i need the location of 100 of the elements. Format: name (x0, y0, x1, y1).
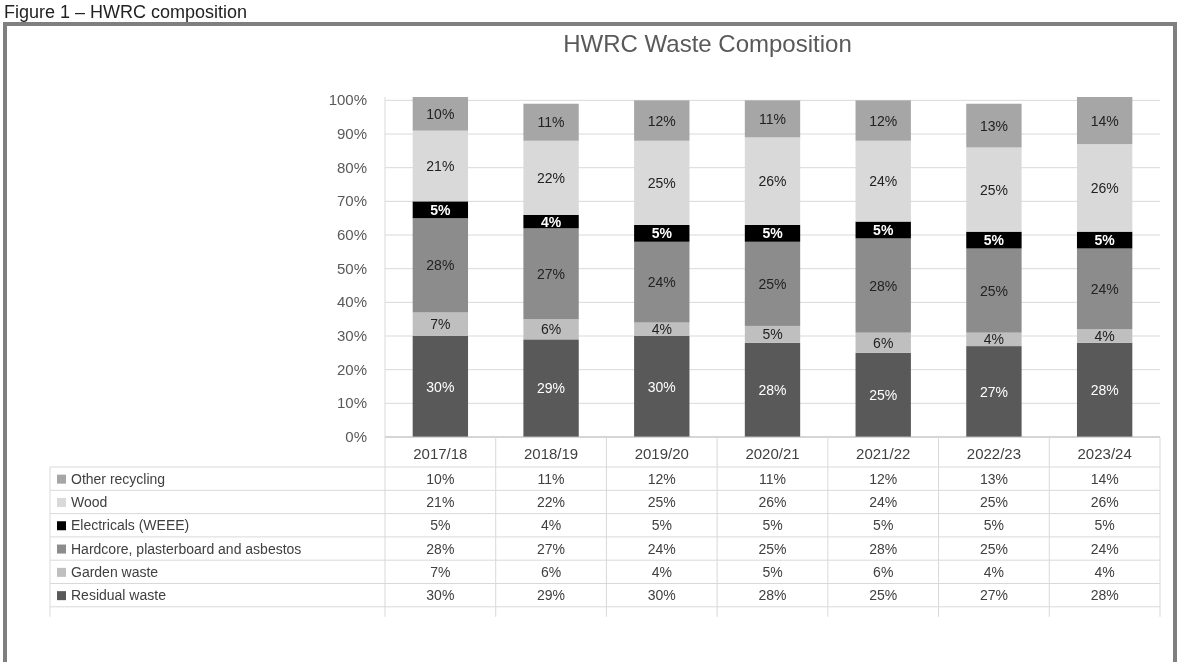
text: 5% (983, 232, 1005, 249)
data-label: 25% (758, 540, 787, 557)
data-label: 5% (762, 517, 783, 534)
legend-label: Garden waste (71, 563, 159, 580)
data-label: 30% (426, 587, 455, 604)
data-label: 5% (1094, 517, 1115, 534)
data-label: 25% (647, 493, 676, 510)
y-tick-label: 60% (336, 226, 367, 244)
text: 25% (979, 282, 1008, 299)
bar (966, 248, 1022, 333)
text: 24% (1090, 280, 1119, 297)
y-tick-label: 0% (345, 428, 367, 445)
data-label: 25% (869, 587, 898, 604)
data-label: 7% (430, 563, 451, 580)
data-label: 27% (979, 587, 1008, 604)
data-label: 26% (1090, 493, 1119, 510)
text: 30% (647, 378, 676, 395)
data-label: 27% (537, 540, 566, 557)
text: 28% (1090, 381, 1119, 398)
data-label: 25% (979, 540, 1008, 557)
text: 6% (873, 334, 894, 351)
x-tick-label: 2023/24 (1077, 445, 1132, 462)
x-tick-label: 2021/22 (856, 445, 911, 462)
text: 4% (540, 213, 562, 230)
data-label: 5% (762, 563, 783, 580)
y-tick-label: 90% (336, 125, 367, 143)
data-label: 11% (537, 470, 565, 487)
text: 28% (758, 381, 787, 398)
text: 11% (759, 110, 786, 127)
text: 5% (651, 225, 672, 242)
bar (1076, 97, 1133, 145)
text: 22% (537, 169, 566, 186)
y-tick-label: 40% (336, 293, 367, 311)
bar (523, 103, 579, 141)
data-label: 28% (426, 540, 455, 557)
data-label: 5% (983, 517, 1005, 534)
text: 6% (540, 321, 562, 338)
data-label: 22% (537, 493, 566, 510)
bar (855, 238, 911, 333)
text: 5% (430, 201, 451, 218)
data-label: 4% (540, 517, 562, 534)
data-label: 4% (1094, 563, 1115, 580)
text: 26% (758, 173, 787, 190)
bar (744, 342, 801, 437)
text: 30% (426, 378, 455, 395)
data-label: 21% (426, 493, 455, 510)
data-label: 12% (647, 470, 676, 487)
text: 26% (1090, 179, 1119, 196)
data-label: 28% (758, 587, 787, 604)
x-tick-label: 2022/23 (966, 445, 1022, 462)
bar (1076, 248, 1133, 330)
data-label: 24% (647, 540, 676, 557)
text: 4% (983, 331, 1005, 348)
y-tick-label: 50% (336, 259, 367, 277)
bar (966, 103, 1022, 148)
text: 24% (647, 274, 676, 291)
text: 5% (762, 326, 783, 343)
text: 24% (869, 173, 898, 190)
bar (523, 228, 579, 320)
data-label: 10% (426, 470, 455, 487)
data-label: 6% (540, 563, 562, 580)
x-tick-label: 2018/19 (523, 445, 579, 462)
data-label: 24% (869, 493, 898, 510)
text: 5% (873, 221, 894, 238)
x-tick-label: 2020/21 (745, 445, 800, 462)
data-label: 28% (1090, 587, 1119, 604)
legend-label: Residual waste (71, 587, 167, 604)
bar (634, 241, 690, 323)
text: 25% (647, 174, 676, 191)
text: 7% (430, 316, 451, 333)
bar (412, 336, 469, 437)
text: 27% (537, 265, 566, 282)
bar (966, 346, 1022, 437)
data-label: 14% (1090, 470, 1119, 487)
y-tick-label: 30% (336, 327, 367, 345)
text: 5% (1094, 232, 1115, 249)
bar (744, 241, 801, 326)
text: 12% (869, 112, 898, 129)
bar (523, 339, 579, 437)
text: 13% (979, 117, 1008, 134)
data-label: 29% (537, 587, 566, 604)
text: 28% (426, 257, 455, 274)
text: 25% (758, 275, 787, 292)
bar (412, 218, 469, 313)
text: 14% (1090, 112, 1119, 129)
legend-label: Wood (71, 493, 108, 510)
y-tick-label: 20% (336, 360, 367, 378)
text: 12% (647, 112, 676, 129)
data-label: 30% (647, 587, 676, 604)
bar (412, 312, 469, 337)
data-label: 4% (651, 563, 672, 580)
data-label: 24% (1090, 540, 1119, 557)
data-label: 26% (758, 493, 787, 510)
bar (1076, 342, 1133, 437)
data-label: 12% (869, 470, 898, 487)
x-tick-label: 2017/18 (413, 445, 468, 462)
legend-label: Other recycling (71, 470, 166, 487)
data-label: 25% (979, 493, 1008, 510)
y-tick-label: 80% (336, 158, 367, 176)
text: 11% (537, 114, 565, 131)
